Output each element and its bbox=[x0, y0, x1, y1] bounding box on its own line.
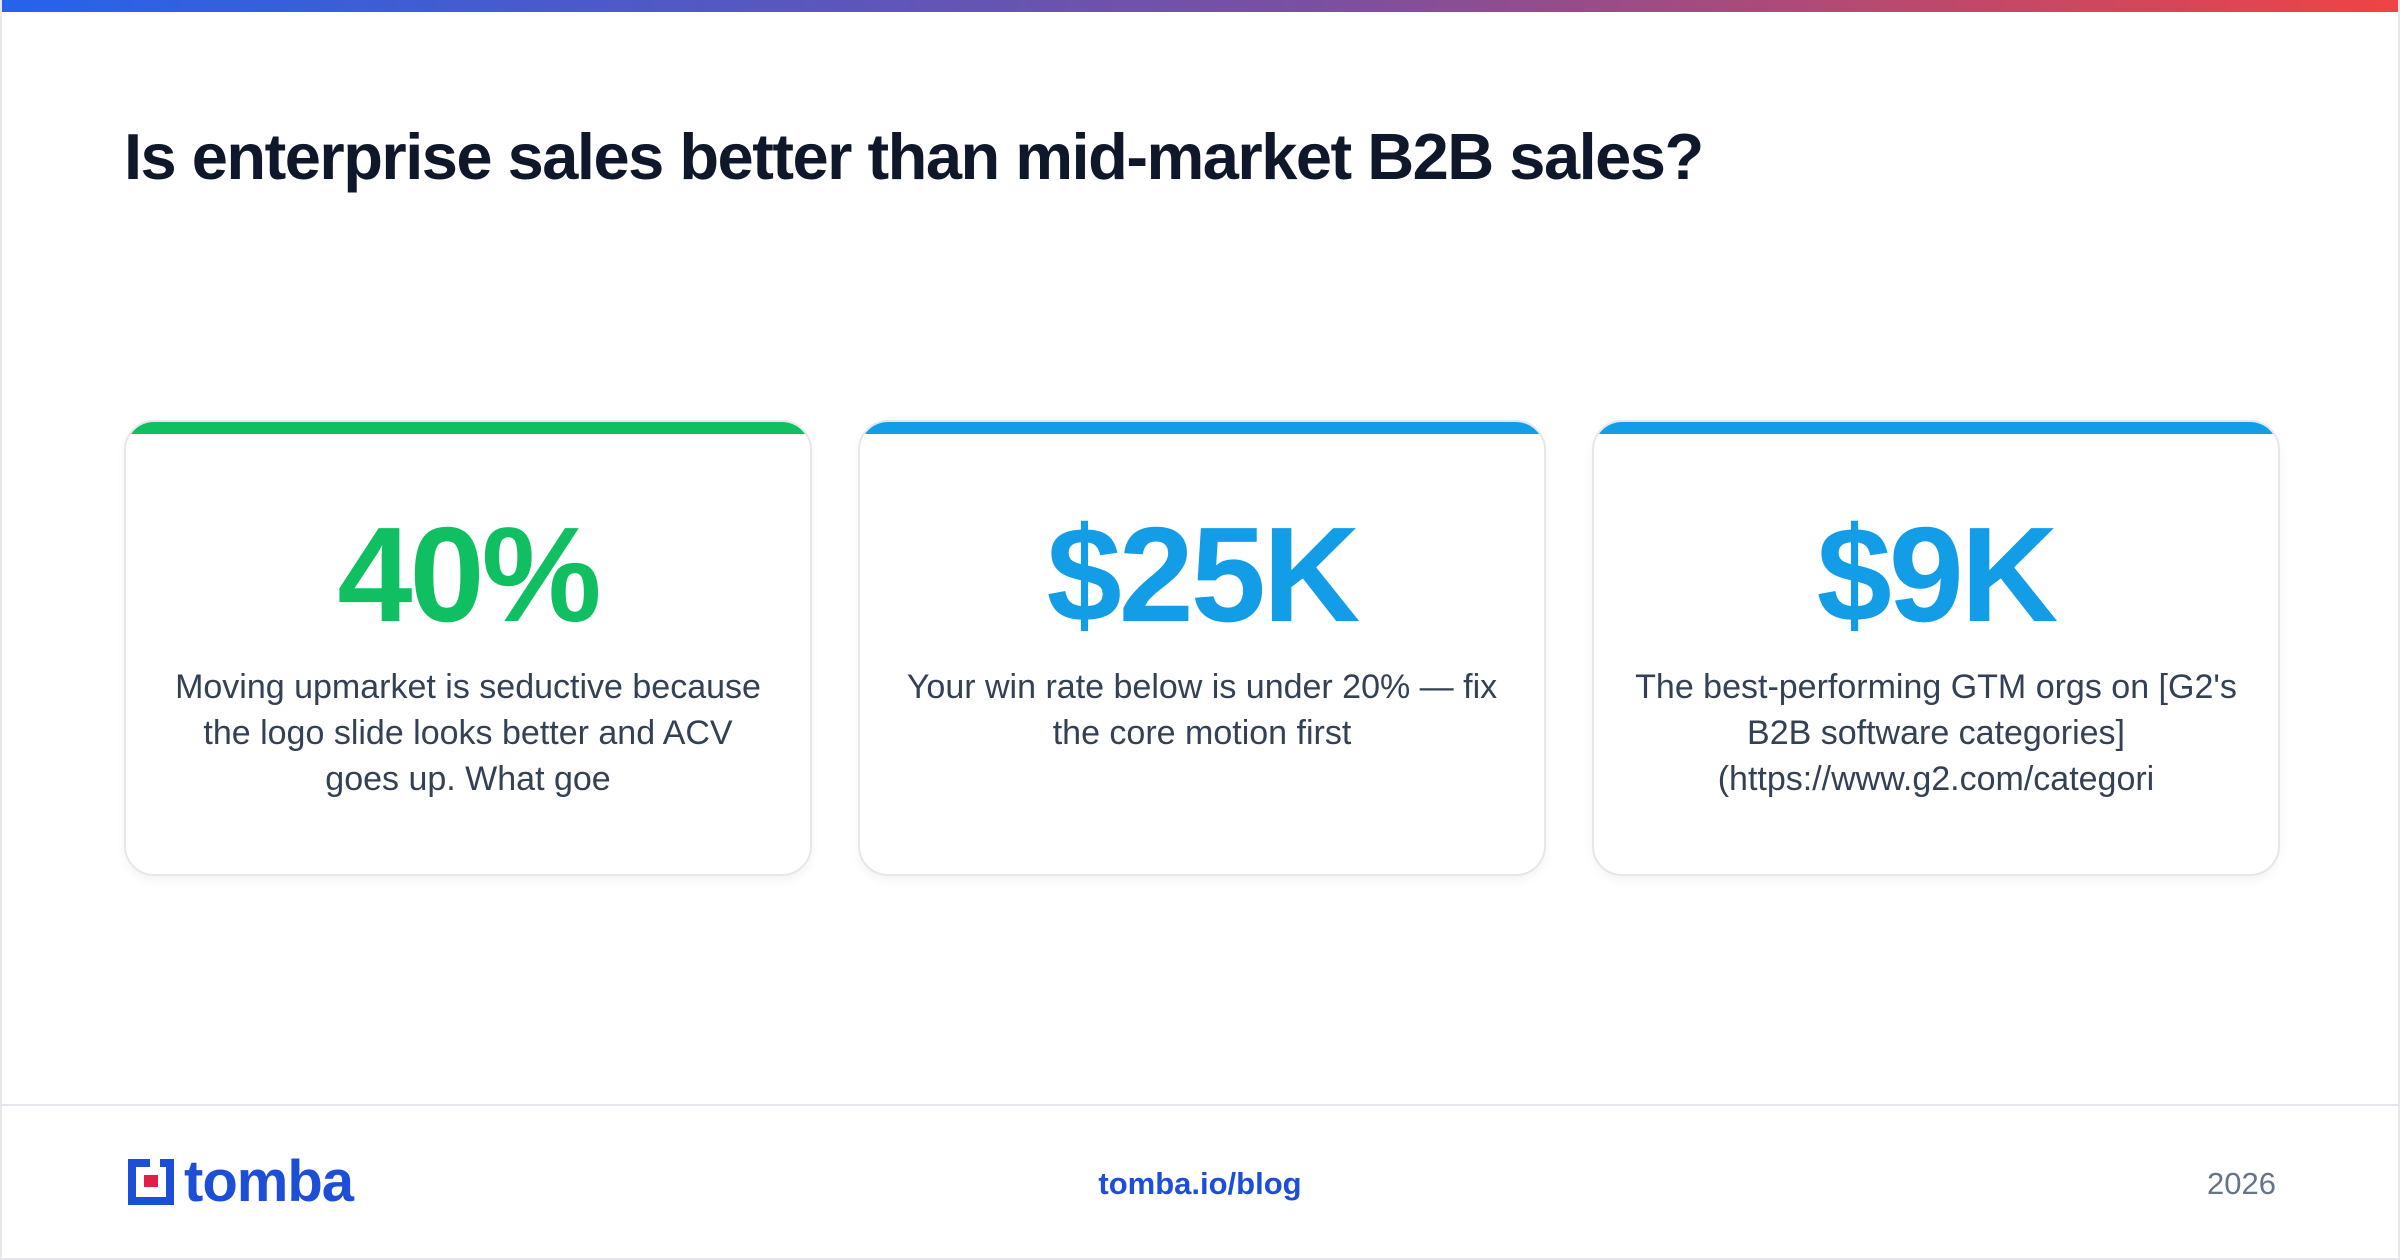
footer-divider bbox=[2, 1104, 2398, 1106]
tomba-logo-icon bbox=[128, 1159, 174, 1205]
stat-value: 40% bbox=[337, 499, 601, 650]
stat-description: Your win rate below is under 20% — fix t… bbox=[906, 668, 1498, 752]
card-accent-bar bbox=[860, 422, 1544, 434]
logo-text: tomba bbox=[184, 1149, 354, 1214]
footer-year: 2026 bbox=[2207, 1166, 2276, 1201]
blog-link[interactable]: tomba.io/blog bbox=[1098, 1166, 1302, 1201]
stat-value: $25K bbox=[1046, 499, 1361, 650]
card-accent-bar bbox=[126, 422, 810, 434]
card-accent-bar bbox=[1594, 422, 2278, 434]
stat-value: $9K bbox=[1816, 499, 2059, 650]
stat-card: $25K Your win rate below is under 20% — … bbox=[858, 420, 1546, 876]
stat-card: 40% Moving upmarket is seductive because… bbox=[124, 420, 812, 876]
stat-cards: 40% Moving upmarket is seductive because… bbox=[124, 420, 2280, 876]
tomba-logo[interactable]: tomba bbox=[124, 1149, 354, 1214]
stat-card: $9K The best-performing GTM orgs on [G2'… bbox=[1592, 420, 2280, 876]
page-title: Is enterprise sales better than mid-mark… bbox=[124, 120, 1704, 193]
stat-description: The best-performing GTM orgs on [G2's B2… bbox=[1635, 668, 2237, 798]
top-gradient-bar bbox=[2, 0, 2398, 12]
stat-description: Moving upmarket is seductive because the… bbox=[175, 668, 761, 798]
